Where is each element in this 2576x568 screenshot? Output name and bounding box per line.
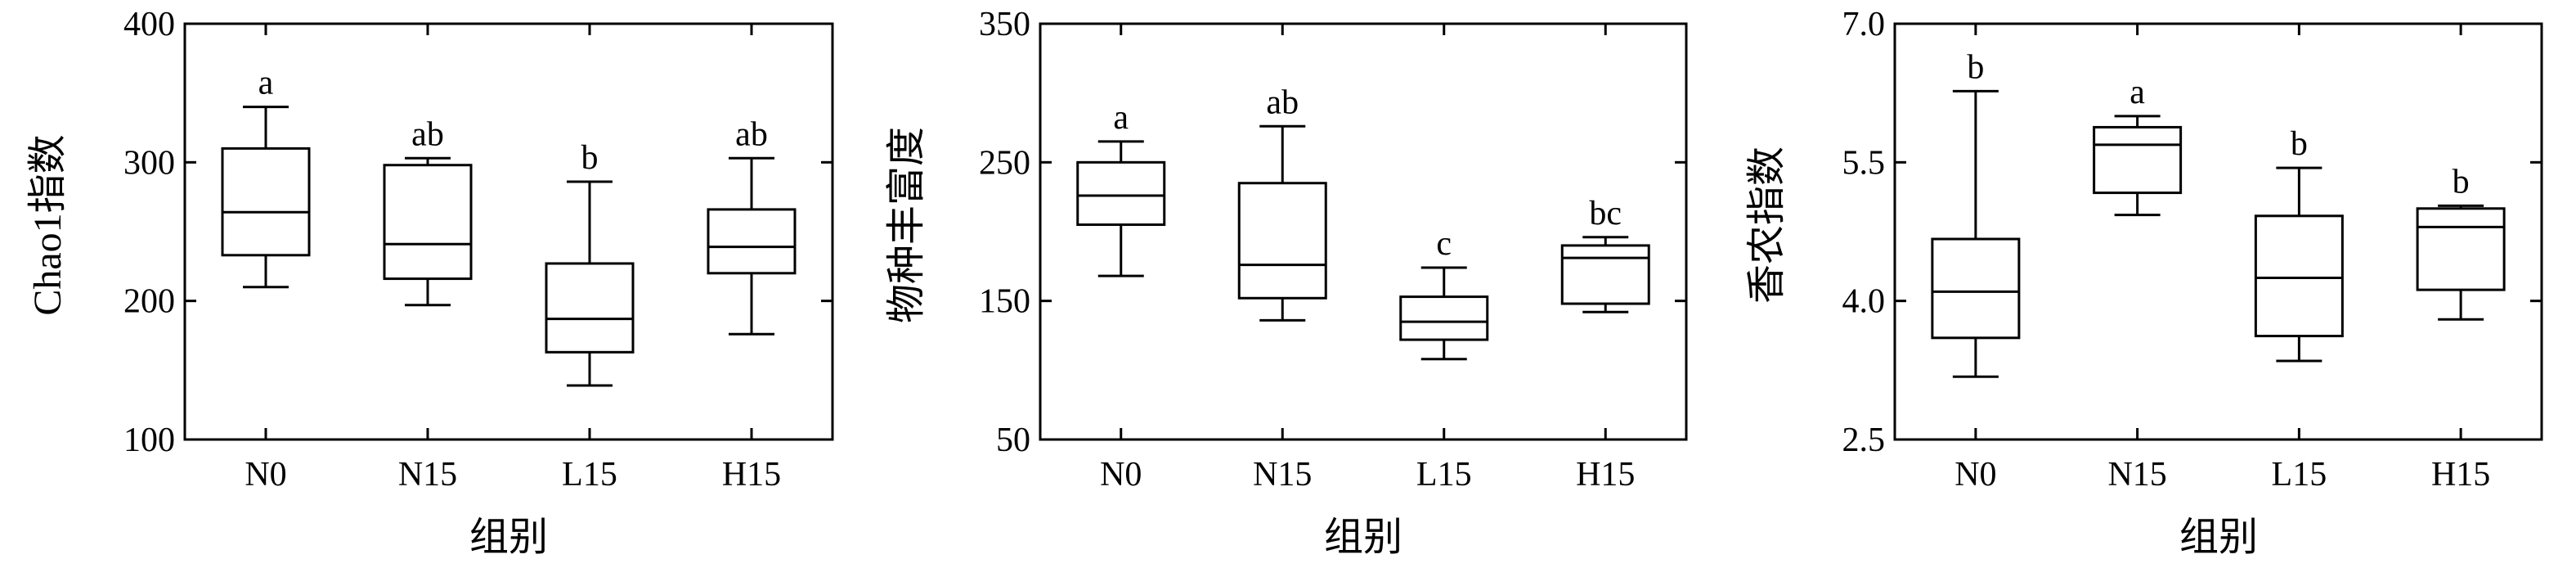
iqr-box [545,262,635,354]
box-h15: H15 b [2416,24,2506,494]
y-tick-label: 300 [123,144,175,182]
box-n0: N0 b [1931,24,2021,494]
box-h15: H15 ab [707,24,797,494]
panel-species-richness: 物种丰富度 组别 50 150 250 350 N0 a N15 ab L15 c H15 bc [885,6,1688,559]
x-tick-label: H15 [722,456,781,494]
significance-label: b [581,139,599,177]
box-l15: L15 c [1399,24,1489,494]
y-tick-label: 7.0 [1842,6,1886,43]
y-axis-label: 香农指数 [1745,147,1788,304]
y-tick-label: 50 [996,421,1030,459]
significance-label: b [1967,48,1984,86]
iqr-box [2093,125,2183,195]
x-tick-label: L15 [1416,456,1472,494]
iqr-box [2416,207,2506,291]
significance-label: b [2291,125,2308,163]
y-tick-label: 200 [123,283,175,321]
x-tick-label: H15 [2431,456,2490,494]
significance-label: c [1436,225,1452,263]
box-n15: N15 ab [1237,24,1327,494]
plot-frame [1893,22,2543,441]
x-axis-label: 组别 [2179,516,2258,559]
y-tick-label: 400 [123,6,175,43]
y-axis-label: Chao1指数 [26,134,70,315]
iqr-box [1076,160,1166,227]
y-tick-label: 2.5 [1842,421,1886,459]
x-tick-label: N15 [2107,456,2166,494]
box-n15: N15 ab [383,24,473,494]
y-tick-label: 350 [979,6,1030,43]
y-tick-label: 5.5 [1842,144,1886,182]
iqr-box [383,164,473,281]
x-axis-label: 组别 [1324,516,1402,559]
significance-label: ab [1266,83,1299,121]
y-tick-label: 150 [979,283,1030,321]
y-tick-label: 4.0 [1842,283,1886,321]
iqr-box [1237,182,1327,300]
box-n0: N0 a [221,24,311,494]
significance-label: ab [735,115,768,153]
iqr-box [707,208,797,275]
x-axis-label: 组别 [469,516,548,559]
box-n0: N0 a [1076,24,1166,494]
x-tick-label: H15 [1576,456,1635,494]
x-tick-label: N0 [1954,456,1996,494]
x-tick-label: N0 [245,456,286,494]
box-l15: L15 b [545,24,635,494]
y-axis-label: 物种丰富度 [885,127,928,323]
panel-shannon: 香农指数 组别 2.5 4.0 5.5 7.0 N0 b N15 a L15 b H15 b [1745,6,2543,559]
x-tick-label: N0 [1100,456,1142,494]
box-n15: N15 a [2093,24,2183,494]
significance-label: a [1113,99,1129,137]
iqr-box [2254,214,2344,338]
box-l15: L15 b [2254,24,2344,494]
x-tick-label: N15 [398,456,457,494]
significance-label: b [2453,163,2470,201]
iqr-box [221,147,311,257]
significance-label: a [2129,74,2145,111]
iqr-box [1931,237,2021,340]
x-tick-label: L15 [2272,456,2327,494]
x-tick-label: L15 [562,456,617,494]
y-tick-label: 100 [123,421,175,459]
y-tick-label: 250 [979,144,1030,182]
significance-label: a [258,65,274,102]
significance-label: ab [411,115,444,153]
iqr-box [1560,244,1650,305]
plot-frame [1039,22,1688,441]
x-tick-label: N15 [1253,456,1312,494]
box-h15: H15 bc [1560,24,1650,494]
plot-frame [183,22,834,441]
panel-chao1: Chao1指数 组别 100 200 300 400 N0 a N15 ab L15 b H15 ab [26,6,834,559]
iqr-box [1399,295,1489,341]
significance-label: bc [1589,195,1622,232]
